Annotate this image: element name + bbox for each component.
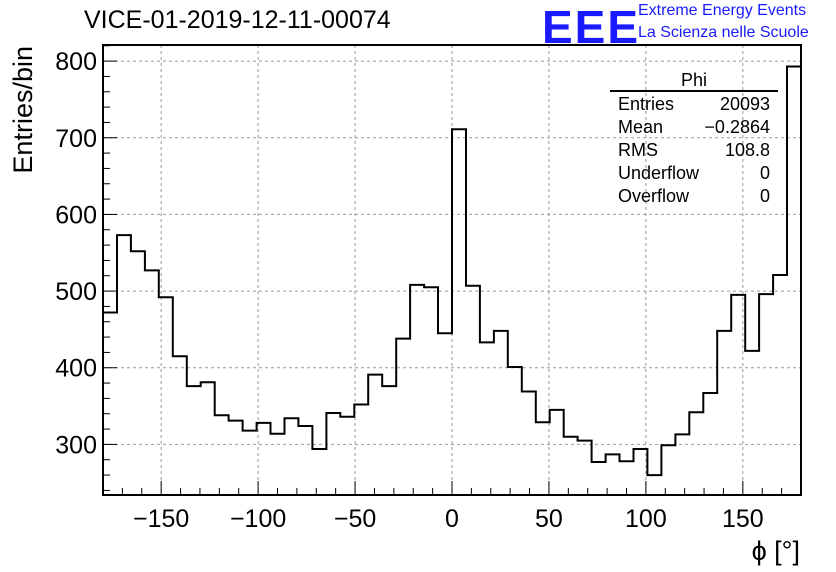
x-tick-label: 0 (445, 505, 459, 533)
x-tick-label: −150 (133, 505, 189, 533)
stats-title: Phi (610, 70, 778, 92)
x-tick-labels: −150 −100 −50 0 50 100 150 (133, 505, 764, 533)
x-tick-label: 100 (625, 505, 667, 533)
y-tick-labels: 300 400 500 600 700 800 (55, 48, 97, 459)
logo-line-2: La Scienza nelle Scuole (638, 24, 809, 41)
stats-value: 0 (759, 186, 770, 206)
stats-box: Phi Entries 20093 Mean −0.2864 RMS 108.8… (610, 70, 778, 207)
x-tick-label: −50 (334, 505, 376, 533)
stats-row: RMS 108.8 (610, 138, 778, 161)
stats-label: RMS (618, 140, 658, 160)
x-tick-label: −100 (230, 505, 286, 533)
stats-row: Overflow 0 (610, 184, 778, 207)
x-axis-label: ϕ [°] (752, 536, 800, 566)
logo-line-1: Extreme Energy Events (638, 2, 807, 19)
stats-value: 20093 (719, 94, 770, 114)
stats-label: Entries (618, 94, 675, 114)
stats-row: Entries 20093 (610, 92, 778, 115)
x-tick-label: 150 (722, 505, 764, 533)
stats-value: −0.2864 (704, 117, 770, 137)
x-tick-label: 50 (535, 505, 563, 533)
y-tick-label: 500 (55, 278, 97, 306)
histogram-line (103, 65, 801, 477)
y-tick-label: 700 (55, 125, 97, 153)
axis-ticks (102, 45, 802, 495)
stats-label: Mean (618, 117, 664, 137)
chart-title: VICE-01-2019-12-11-00074 (84, 6, 391, 34)
stats-label: Underflow (618, 163, 700, 183)
eee-logo: EEE (542, 1, 641, 53)
stats-value: 108.8 (724, 140, 770, 160)
stats-label: Overflow (618, 186, 690, 206)
y-axis-label: Entries/bin (8, 46, 38, 174)
stats-value: 0 (759, 163, 770, 183)
stats-row: Underflow 0 (610, 161, 778, 184)
y-tick-label: 600 (55, 201, 97, 229)
y-tick-label: 400 (55, 355, 97, 383)
stats-row: Mean −0.2864 (610, 115, 778, 138)
y-tick-label: 800 (55, 48, 97, 76)
y-tick-label: 300 (55, 431, 97, 459)
